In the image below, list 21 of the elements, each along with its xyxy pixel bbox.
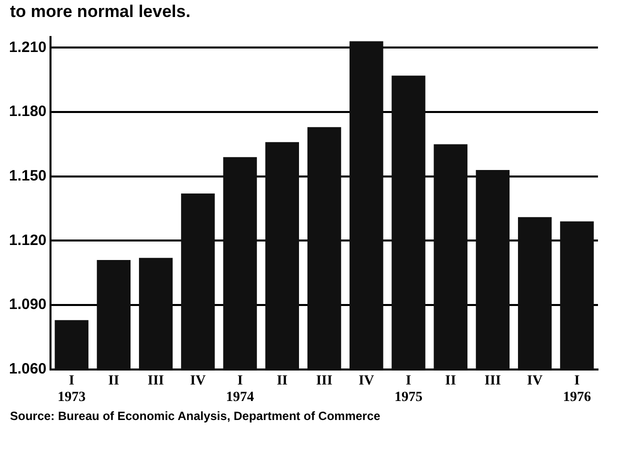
x-tick-label: II (108, 373, 120, 388)
x-tick-label: IV (190, 373, 206, 388)
y-tick-label: 1.090 (8, 296, 47, 314)
x-tick-label: III (316, 373, 332, 388)
x-tick-label: III (484, 373, 501, 388)
x-tick-label: II (276, 373, 288, 388)
x-tick-label: I 1976 (562, 373, 591, 406)
y-tick-label: 1.060 (8, 360, 47, 378)
y-tick-label: 1.120 (8, 232, 47, 249)
y-tick-label: 1.150 (8, 168, 47, 185)
x-tick-label: III (148, 373, 164, 388)
x-tick-label: IV (358, 373, 374, 388)
x-tick-label: I 1973 (58, 373, 86, 406)
source-note: Source: Bureau of Economic Analysis, Department of Commerce (9, 409, 382, 423)
y-tick-label: 1.180 (8, 103, 47, 120)
chart-title: to more normal levels. (9, 1, 192, 23)
x-tick-label: I 1974 (226, 373, 254, 406)
y-tick-label: 1.210 (8, 38, 47, 56)
x-tick-label: II (445, 373, 456, 388)
x-tick-label: IV (527, 373, 543, 388)
x-tick-label: I 1975 (394, 373, 422, 406)
